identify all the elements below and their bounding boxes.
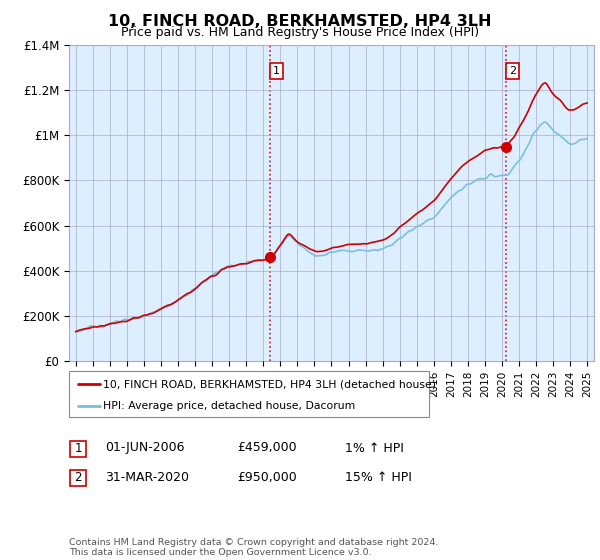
Text: 01-JUN-2006: 01-JUN-2006 — [105, 441, 185, 455]
Text: 1: 1 — [74, 442, 82, 455]
Text: 1: 1 — [273, 66, 280, 76]
FancyBboxPatch shape — [69, 371, 429, 417]
Text: 2: 2 — [509, 66, 516, 76]
FancyBboxPatch shape — [70, 470, 86, 486]
Text: Price paid vs. HM Land Registry's House Price Index (HPI): Price paid vs. HM Land Registry's House … — [121, 26, 479, 39]
FancyBboxPatch shape — [70, 441, 86, 457]
Text: 10, FINCH ROAD, BERKHAMSTED, HP4 3LH (detached house): 10, FINCH ROAD, BERKHAMSTED, HP4 3LH (de… — [103, 379, 436, 389]
Text: 2: 2 — [74, 472, 82, 484]
Text: 10, FINCH ROAD, BERKHAMSTED, HP4 3LH: 10, FINCH ROAD, BERKHAMSTED, HP4 3LH — [108, 14, 492, 29]
Text: £950,000: £950,000 — [237, 470, 297, 484]
Text: Contains HM Land Registry data © Crown copyright and database right 2024.
This d: Contains HM Land Registry data © Crown c… — [69, 538, 439, 557]
Text: 1% ↑ HPI: 1% ↑ HPI — [345, 441, 404, 455]
Text: HPI: Average price, detached house, Dacorum: HPI: Average price, detached house, Daco… — [103, 401, 355, 410]
Text: 15% ↑ HPI: 15% ↑ HPI — [345, 470, 412, 484]
Text: £459,000: £459,000 — [237, 441, 296, 455]
Text: 31-MAR-2020: 31-MAR-2020 — [105, 470, 189, 484]
